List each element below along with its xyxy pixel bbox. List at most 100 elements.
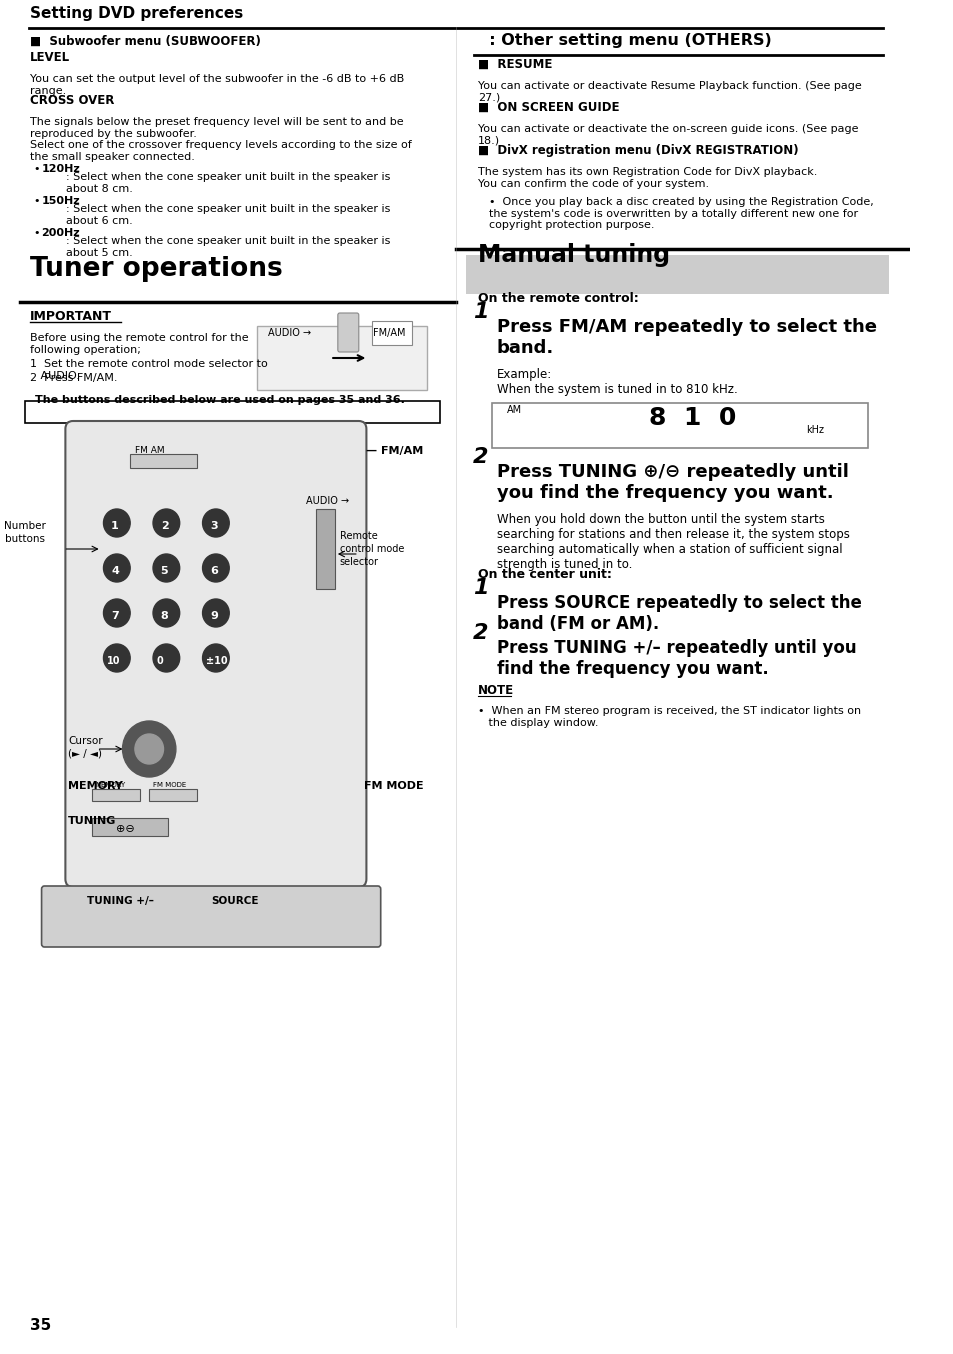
Text: 6: 6	[210, 566, 218, 575]
Text: 120Hz: 120Hz	[42, 164, 80, 175]
Text: Manual tuning: Manual tuning	[477, 242, 669, 267]
Text: When you hold down the button until the system starts
searching for stations and: When you hold down the button until the …	[497, 513, 849, 571]
Text: ■  DivX registration menu (DivX REGISTRATION): ■ DivX registration menu (DivX REGISTRAT…	[477, 144, 798, 157]
Text: 3: 3	[210, 521, 217, 531]
Text: 1: 1	[473, 578, 488, 598]
Circle shape	[202, 509, 229, 538]
Text: Number: Number	[5, 521, 47, 531]
Text: 2: 2	[473, 623, 488, 643]
Text: The system has its own Registration Code for DivX playback.
You can confirm the : The system has its own Registration Code…	[477, 167, 817, 188]
Circle shape	[103, 645, 130, 672]
Circle shape	[152, 598, 179, 627]
Text: FM MODE: FM MODE	[152, 783, 186, 788]
Text: MEMORY: MEMORY	[95, 783, 126, 788]
Bar	[91, 789, 139, 802]
Text: NOTE: NOTE	[477, 684, 514, 697]
Bar	[130, 454, 196, 468]
Bar	[91, 818, 168, 835]
Text: 2  Press FM/AM.: 2 Press FM/AM.	[30, 372, 117, 383]
Text: LEVEL: LEVEL	[30, 51, 71, 64]
Text: 2: 2	[473, 447, 488, 467]
Circle shape	[122, 720, 175, 777]
Text: — FM/AM: — FM/AM	[366, 445, 423, 456]
Text: •  When an FM stereo program is received, the ST indicator lights on
   the disp: • When an FM stereo program is received,…	[477, 705, 861, 727]
Bar	[315, 509, 335, 589]
FancyBboxPatch shape	[466, 255, 888, 294]
Text: 150Hz: 150Hz	[42, 196, 80, 206]
Text: kHz: kHz	[805, 425, 823, 435]
Text: FM AM: FM AM	[134, 445, 164, 455]
Text: ⊕⊖: ⊕⊖	[115, 825, 134, 834]
Text: : Other setting menu (OTHERS): : Other setting menu (OTHERS)	[477, 32, 771, 47]
Text: Cursor: Cursor	[69, 737, 103, 746]
Text: The signals below the preset frequency level will be sent to and be
reproduced b: The signals below the preset frequency l…	[30, 116, 412, 161]
Text: You can set the output level of the subwoofer in the -6 dB to +6 dB
range.: You can set the output level of the subw…	[30, 74, 404, 96]
Circle shape	[103, 598, 130, 627]
Text: 200Hz: 200Hz	[42, 227, 80, 238]
Text: Remote: Remote	[339, 531, 377, 542]
Text: FM/AM: FM/AM	[373, 328, 405, 338]
Text: ■  RESUME: ■ RESUME	[477, 58, 552, 70]
Text: 1  Set the remote control mode selector to
   AUDIO.: 1 Set the remote control mode selector t…	[30, 359, 268, 380]
Text: •: •	[34, 227, 44, 238]
Text: Press FM/AM repeatedly to select the
band.: Press FM/AM repeatedly to select the ban…	[497, 318, 876, 357]
Text: 2: 2	[160, 521, 169, 531]
Text: IMPORTANT: IMPORTANT	[30, 310, 112, 324]
Text: MEMORY: MEMORY	[69, 781, 123, 791]
FancyBboxPatch shape	[66, 421, 366, 887]
Bar	[149, 789, 196, 802]
FancyBboxPatch shape	[372, 321, 412, 345]
FancyBboxPatch shape	[42, 886, 380, 946]
Text: AM: AM	[506, 405, 521, 414]
Text: Before using the remote control for the
following operation;: Before using the remote control for the …	[30, 333, 249, 355]
Text: 1: 1	[473, 302, 488, 322]
Text: control mode: control mode	[339, 544, 404, 554]
Text: (► / ◄): (► / ◄)	[69, 749, 102, 760]
Text: 35: 35	[30, 1317, 51, 1332]
Text: 9: 9	[210, 611, 218, 621]
Circle shape	[152, 645, 179, 672]
FancyBboxPatch shape	[256, 326, 427, 390]
Text: AUDIO →: AUDIO →	[268, 328, 311, 338]
Text: On the center unit:: On the center unit:	[477, 567, 611, 581]
Text: : Select when the cone speaker unit built in the speaker is
about 8 cm.: : Select when the cone speaker unit buil…	[67, 172, 391, 194]
Text: Press TUNING +/– repeatedly until you
find the frequency you want.: Press TUNING +/– repeatedly until you fi…	[497, 639, 856, 678]
Bar	[492, 403, 867, 448]
Text: On the remote control:: On the remote control:	[477, 292, 638, 305]
Text: 8: 8	[160, 611, 169, 621]
Text: 1: 1	[111, 521, 119, 531]
Circle shape	[103, 509, 130, 538]
FancyBboxPatch shape	[337, 313, 358, 352]
Text: selector: selector	[339, 556, 378, 567]
Text: The buttons described below are used on pages 35 and 36.: The buttons described below are used on …	[35, 395, 404, 405]
Text: Press SOURCE repeatedly to select the
band (FM or AM).: Press SOURCE repeatedly to select the ba…	[497, 594, 861, 632]
Text: Example:
When the system is tuned in to 810 kHz.: Example: When the system is tuned in to …	[497, 368, 737, 395]
Text: TUNING +/–: TUNING +/–	[88, 896, 154, 906]
Text: Setting DVD preferences: Setting DVD preferences	[30, 5, 243, 22]
Text: : Select when the cone speaker unit built in the speaker is
about 6 cm.: : Select when the cone speaker unit buil…	[67, 204, 391, 226]
Text: TUNING: TUNING	[69, 816, 116, 826]
Text: 4: 4	[111, 566, 119, 575]
Circle shape	[152, 554, 179, 582]
Text: 7: 7	[111, 611, 119, 621]
Text: ±10: ±10	[206, 655, 228, 666]
Text: buttons: buttons	[6, 533, 46, 544]
Text: Tuner operations: Tuner operations	[30, 256, 283, 282]
Text: •: •	[34, 196, 44, 206]
Circle shape	[202, 645, 229, 672]
Text: SOURCE: SOURCE	[211, 896, 258, 906]
Text: FM MODE: FM MODE	[363, 781, 423, 791]
Text: ■  ON SCREEN GUIDE: ■ ON SCREEN GUIDE	[477, 102, 618, 114]
Text: CROSS OVER: CROSS OVER	[30, 93, 114, 107]
Text: AUDIO →: AUDIO →	[306, 496, 349, 506]
Circle shape	[103, 554, 130, 582]
Bar	[26, 401, 439, 422]
Text: ■  Subwoofer menu (SUBWOOFER): ■ Subwoofer menu (SUBWOOFER)	[30, 35, 261, 47]
Circle shape	[202, 554, 229, 582]
Text: 10: 10	[107, 655, 121, 666]
Text: 8  1  0: 8 1 0	[649, 406, 736, 431]
Text: 5: 5	[160, 566, 168, 575]
Text: You can activate or deactivate the on-screen guide icons. (See page
18.): You can activate or deactivate the on-sc…	[477, 125, 858, 146]
Text: •  Once you play back a disc created by using the Registration Code,
the system': • Once you play back a disc created by u…	[489, 196, 873, 230]
Text: •: •	[34, 164, 44, 175]
